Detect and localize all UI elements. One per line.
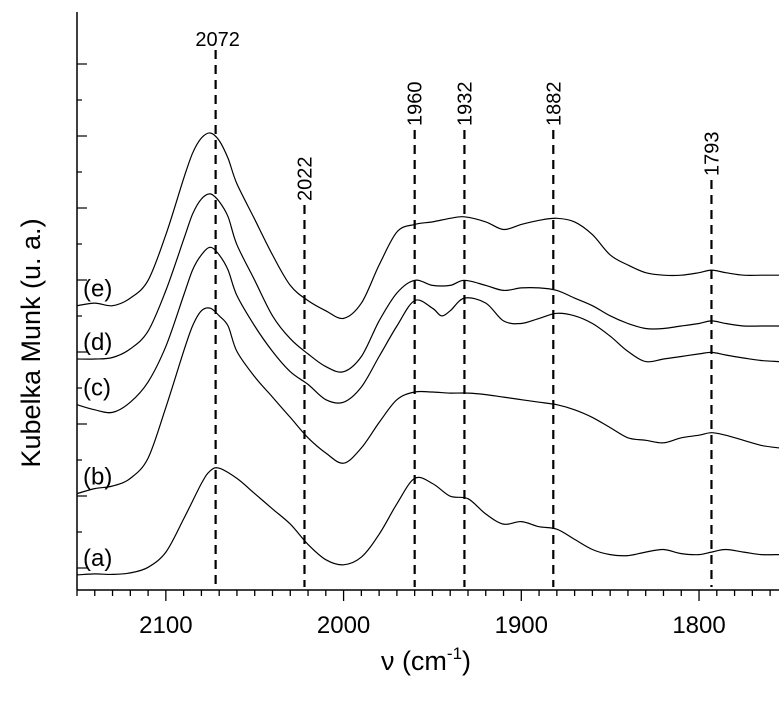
peak-label-2022: 2022	[294, 157, 316, 202]
trace-label-a: (a)	[83, 545, 112, 572]
trace-labels: (a) (b) (c) (d) (e)	[83, 276, 112, 572]
peak-label-2072: 2072	[195, 29, 240, 51]
y-axis-title: Kubelka Munk (u. a.)	[16, 218, 46, 467]
trace-label-e: (e)	[83, 276, 112, 303]
x-tick-label: 2100	[139, 612, 192, 639]
axes: 2100 2000 1900 1800	[76, 12, 779, 639]
trace-e	[76, 132, 779, 320]
trace-a	[76, 467, 779, 576]
y-axis-ticks	[77, 63, 87, 569]
trace-label-c: (c)	[83, 375, 111, 402]
x-tick-label: 1900	[495, 612, 548, 639]
x-axis-ticks: 2100 2000 1900 1800	[76, 590, 771, 639]
trace-d	[76, 193, 779, 373]
trace-c	[76, 246, 779, 414]
peak-markers: 2072 2022 1960 1932 1882 1793	[195, 29, 723, 587]
peak-label-1882: 1882	[543, 82, 565, 127]
trace-label-b: (b)	[83, 464, 112, 491]
spectra-traces	[76, 132, 779, 576]
trace-b	[76, 307, 779, 495]
x-tick-label: 1800	[672, 612, 725, 639]
x-tick-label: 2000	[317, 612, 370, 639]
peak-label-1793: 1793	[701, 132, 723, 177]
peak-label-1932: 1932	[454, 82, 476, 127]
peak-label-1960: 1960	[405, 82, 427, 127]
trace-label-d: (d)	[83, 329, 112, 356]
